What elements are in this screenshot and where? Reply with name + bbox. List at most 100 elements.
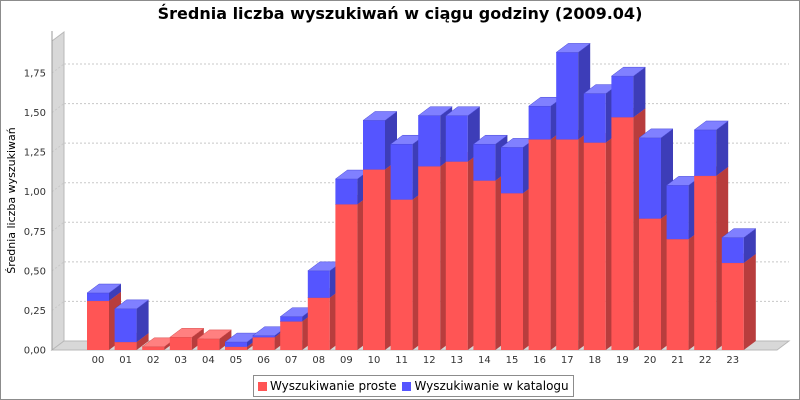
bar-front [583,142,606,350]
x-tick-label: 20 [644,355,657,366]
bar-front [169,337,192,350]
bar-top [169,328,205,338]
bar-front [87,300,109,350]
bar-front [611,117,634,350]
chart-title: Średnia liczba wyszukiwań w ciągu godzin… [157,4,643,23]
chart-legend: Wyszukiwanie proste Wyszukiwanie w katalo… [253,375,574,397]
bar-front [225,342,247,347]
bar-front [390,199,413,350]
bar-front [556,52,579,140]
bar-front [142,346,165,350]
x-tick-label: 05 [230,355,243,366]
bar-top [693,120,729,131]
bar-katalog [86,283,122,301]
bar-proste [196,329,233,350]
x-tick-label: 01 [119,355,132,366]
x-tick-label: 18 [588,355,601,366]
bar-side [136,333,149,350]
gridline-side [51,261,65,272]
x-tick-label: 12 [423,355,436,366]
gridline-side [51,221,65,232]
y-axis-title: Średnia liczba wyszukiwań [5,127,18,274]
gridline-side [51,142,65,153]
bar-front [363,169,385,350]
bar-front [197,338,220,350]
x-tick-label: 09 [340,355,353,366]
bar-katalog [721,228,757,263]
legend-item: Wyszukiwanie proste [258,379,396,393]
bar-front [473,144,496,181]
bar-front [225,346,247,350]
bar-front [280,316,303,322]
bar-katalog [693,120,729,176]
x-tick-label: 23 [726,355,739,366]
bar-top [445,106,481,116]
bar-side [716,120,729,176]
y-tick-label: 0,50 [24,266,46,277]
bar-front [694,129,717,176]
bar-proste [721,253,757,350]
x-tick-label: 08 [312,355,325,366]
y-tick-label: 1,25 [24,148,46,159]
bar-front [335,179,358,205]
bar-side [633,67,646,118]
x-tick-label: 14 [478,355,491,366]
bar-front [528,106,551,140]
y-tick-label: 1,75 [24,69,46,80]
bar-top [113,299,150,310]
bar-front [611,76,634,118]
bar-front [445,115,468,162]
bar-front [114,342,137,350]
bar-katalog [555,43,591,140]
x-tick-label: 02 [147,355,160,366]
bar-top [638,128,674,139]
x-tick-label: 03 [174,355,187,366]
x-tick-label: 21 [671,355,684,366]
bar-front [280,321,303,350]
bar-top [472,134,509,145]
bar-front [307,297,330,350]
bar-front [639,137,661,219]
bar-katalog [113,299,150,343]
bar-side [743,228,756,263]
bar-front [390,144,413,200]
bar-front [418,115,441,167]
bar-front [252,337,275,350]
bar-front [639,218,661,350]
gridline-side [51,182,65,193]
bar-front [721,262,744,350]
legend-swatch [402,381,412,391]
bar-front [363,120,385,170]
x-tick-label: 06 [257,355,270,366]
bar-side [136,299,149,343]
x-tick-label: 00 [92,355,105,366]
bar-top [417,106,453,116]
bar-front [666,239,689,350]
bar-katalog [610,66,647,118]
x-tick-label: 04 [202,355,215,366]
bar-front [528,139,551,350]
bar-front [252,335,275,338]
bar-side [743,253,756,350]
legend-item: Wyszukiwanie w katalogu [402,379,569,393]
bar-front [87,293,109,301]
bar-front [501,193,523,350]
y-tick-label: 1,50 [24,108,46,119]
y-tick-label: 1,00 [24,187,46,198]
legend-label: Wyszukiwanie proste [270,379,397,393]
bar-top [555,43,591,53]
bar-front [721,237,744,263]
y-tick-label: 0,25 [24,306,46,317]
bar-front [114,308,137,343]
bar-front [335,204,358,350]
bar-front [501,147,523,194]
bar-front [418,166,441,350]
x-tick-label: 22 [699,355,712,366]
gridline-side [51,63,65,74]
bar-front [694,175,717,350]
x-tick-label: 17 [561,355,574,366]
y-tick-label: 0,75 [24,227,46,238]
bar-front [445,161,468,350]
x-tick-label: 15 [506,355,519,366]
